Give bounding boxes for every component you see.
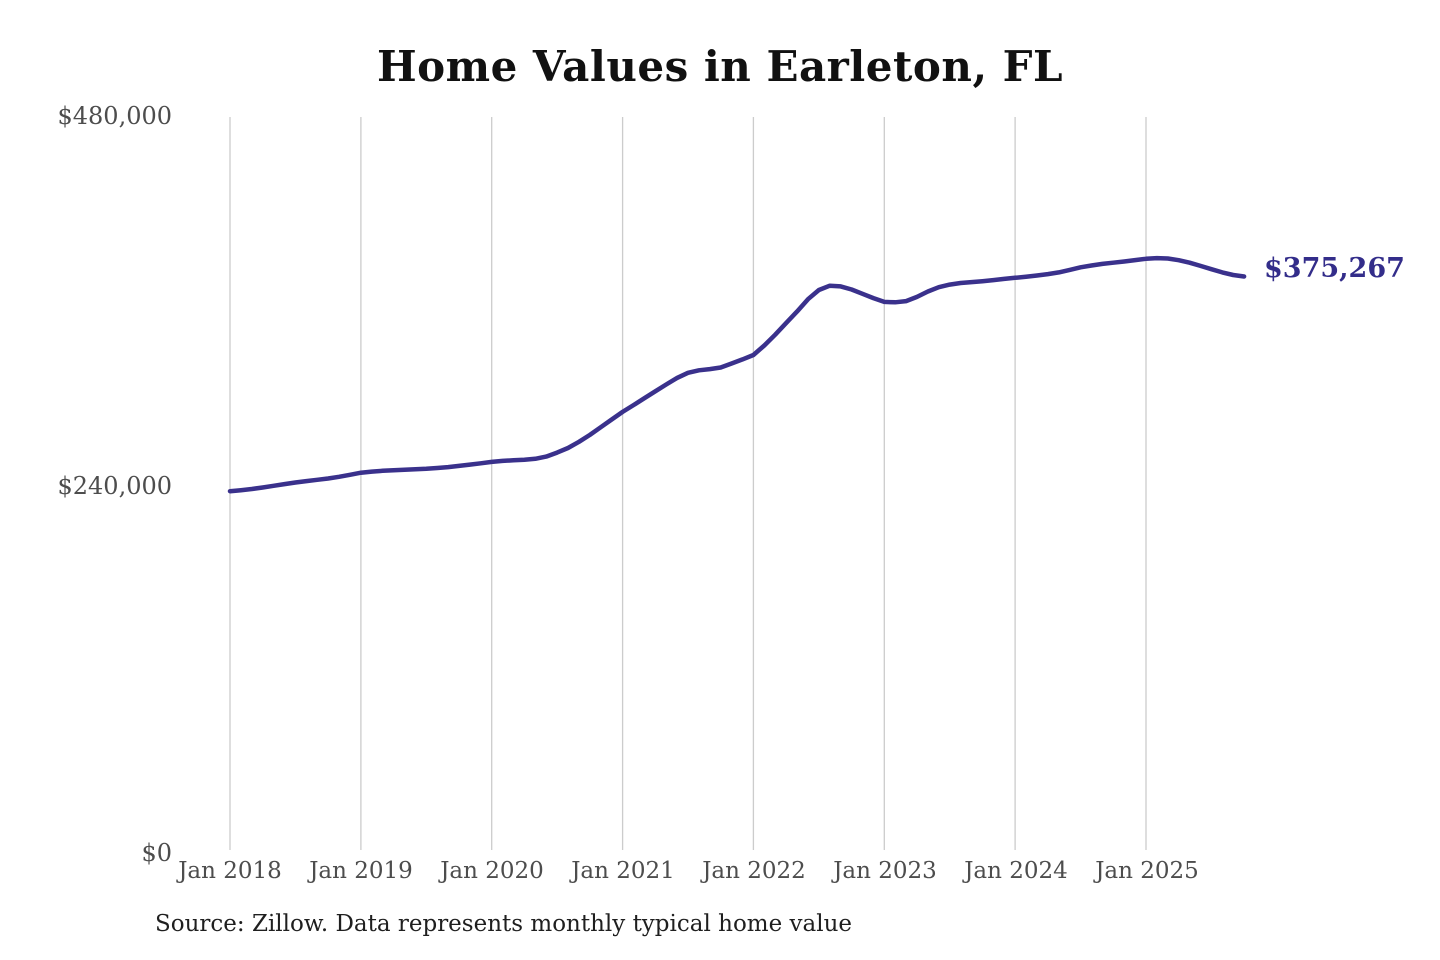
x-axis-label-2023: Jan 2023 [833,858,937,884]
latest-value-label: $375,267 [1264,253,1405,284]
x-axis-label-2024: Jan 2024 [964,858,1068,884]
x-axis-label-2022: Jan 2022 [702,858,806,884]
chart-title: Home Values in Earleton, FL [376,42,1064,91]
y-axis-label-0: $0 [141,839,172,867]
y-axis-label-240000: $240,000 [57,472,172,500]
x-axis-label-2018: Jan 2018 [178,858,282,884]
y-axis-label-480000: $480,000 [57,102,172,130]
source-note: Source: Zillow. Data represents monthly … [155,911,853,937]
x-axis-label-2025: Jan 2025 [1095,858,1199,884]
x-axis-label-2019: Jan 2019 [309,858,413,884]
home-value-line [227,255,1247,494]
x-axis-label-2021: Jan 2021 [571,858,675,884]
x-axis-label-2020: Jan 2020 [440,858,544,884]
